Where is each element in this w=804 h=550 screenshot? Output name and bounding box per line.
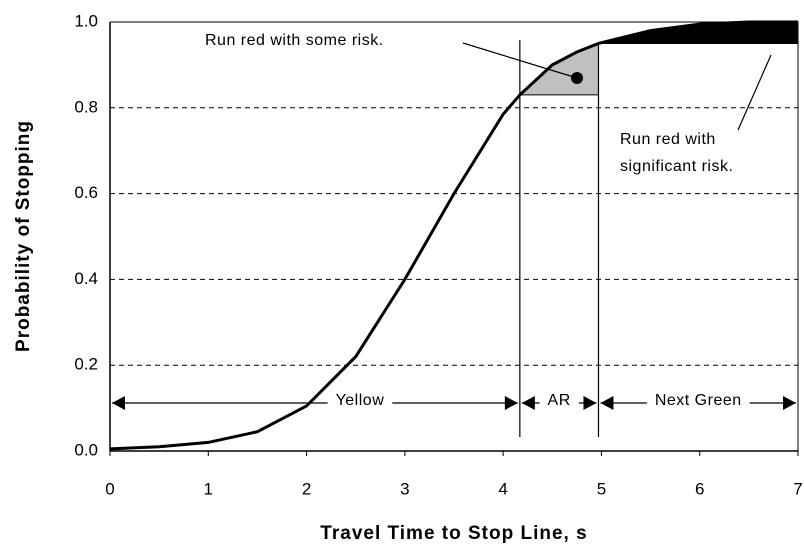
annotation-pointer (737, 54, 772, 131)
annotation-dot (571, 72, 583, 84)
annotation-pointer (462, 42, 578, 79)
curve (109, 20, 798, 451)
x-tick-label: 1 (204, 479, 213, 498)
label-bg (539, 390, 579, 412)
phase-label: AR (548, 392, 571, 409)
risk-region (518, 42, 599, 96)
y-tick-label: 0.2 (74, 355, 98, 374)
x-tick-label: 0 (105, 479, 114, 498)
y-tick-label: 0.6 (74, 183, 98, 202)
arrow-head (521, 396, 535, 410)
y-tick-label: 1.0 (74, 11, 98, 30)
y-tick-label: 0.4 (74, 269, 98, 288)
arrow-head (112, 396, 125, 410)
y-tick-label: 0.8 (74, 97, 98, 116)
label-bg (646, 390, 750, 412)
arrow-head (783, 396, 796, 410)
x-tick-label: 3 (400, 479, 409, 498)
annotation: significant risk. (620, 158, 733, 175)
arrow-head (583, 396, 597, 410)
arrow-head (504, 396, 518, 410)
y-axis-title: Probability of Stopping (13, 120, 34, 352)
x-axis-title: Travel Time to Stop Line, s (320, 523, 587, 544)
x-tick-label: 7 (793, 479, 802, 498)
x-tick-label: 2 (302, 479, 311, 498)
x-tick-label: 4 (498, 479, 507, 498)
y-tick-label: 0.0 (74, 440, 98, 459)
phase-label: Next Green (655, 392, 742, 409)
annotation: Run red with (620, 131, 716, 148)
x-tick-label: 6 (695, 479, 704, 498)
annotation: Run red with some risk. (205, 32, 384, 49)
phase-label: Yellow (336, 392, 385, 409)
x-tick-label: 5 (597, 479, 606, 498)
label-bg (327, 390, 393, 412)
arrow-head (600, 396, 614, 410)
